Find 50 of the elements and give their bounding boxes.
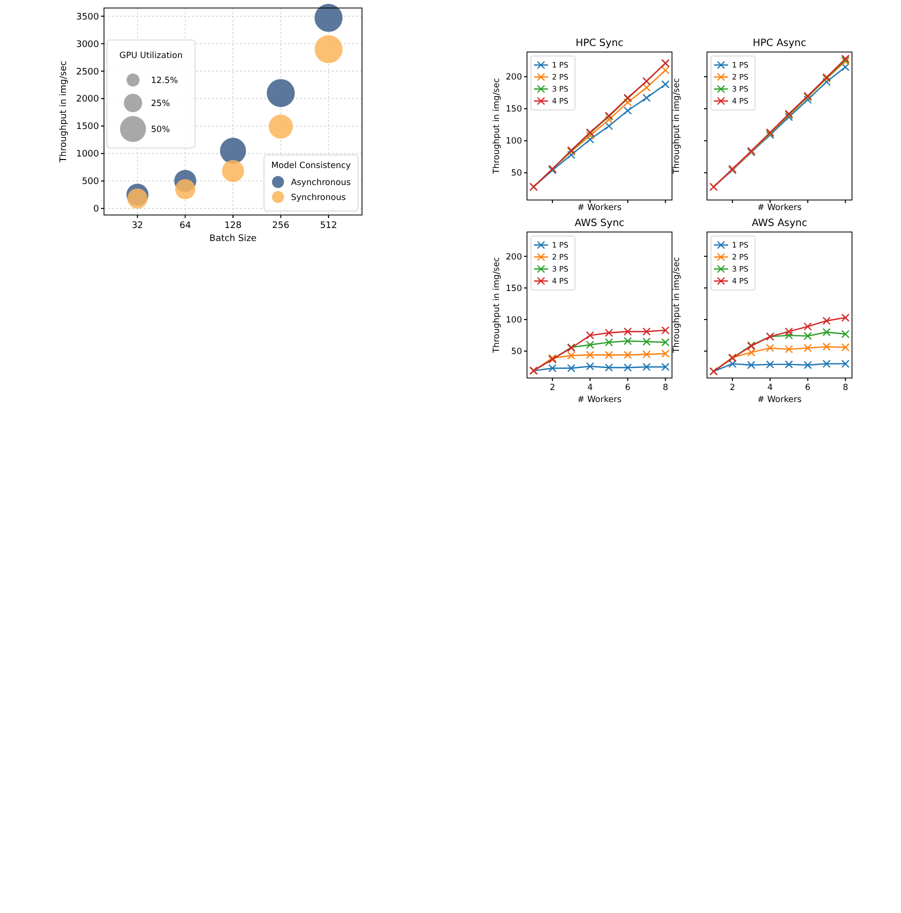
y-tick-label: 1500 bbox=[76, 122, 100, 132]
annotation: GPU Utilization bbox=[119, 51, 183, 61]
x-axis-title: # Workers bbox=[577, 395, 622, 405]
y-axis-title: Throughput in img/sec bbox=[492, 256, 502, 354]
x-tick-label: 512 bbox=[320, 221, 338, 231]
chart-title: AWS Async bbox=[752, 218, 808, 229]
legend-label: Asynchronous bbox=[291, 178, 352, 188]
y-axis-title: Throughput in img/sec bbox=[672, 78, 682, 175]
y-tick-label: 2500 bbox=[76, 67, 100, 78]
y-axis-title: Throughput in img/sec bbox=[672, 256, 682, 354]
x-axis-title: # Workers bbox=[757, 203, 802, 213]
x-axis-title: Batch Size bbox=[209, 234, 258, 244]
x-tick-label: 64 bbox=[179, 221, 192, 231]
x-tick-label: 256 bbox=[272, 221, 290, 231]
x-tick-label: 128 bbox=[224, 221, 242, 231]
x-tick-label: 8 bbox=[662, 383, 668, 393]
y-tick-label: 50 bbox=[511, 168, 522, 179]
y-axis-title: Throughput in img/sec bbox=[59, 60, 69, 164]
y-tick-label: 3000 bbox=[76, 40, 100, 50]
legend-label: Synchronous bbox=[291, 192, 346, 203]
x-tick-label: 8 bbox=[842, 383, 848, 393]
y-tick-label: 150 bbox=[506, 284, 522, 294]
legend-label: 25% bbox=[151, 98, 170, 109]
x-tick-label: 2 bbox=[730, 383, 736, 393]
x-tick-label: 6 bbox=[625, 383, 630, 393]
x-tick-label: 32 bbox=[132, 221, 144, 231]
y-tick-label: 0 bbox=[93, 204, 100, 215]
legend-title: Model Consistency bbox=[271, 161, 351, 171]
x-tick-label: 4 bbox=[767, 383, 773, 393]
y-tick-label: 200 bbox=[506, 72, 522, 83]
y-tick-label: 150 bbox=[506, 104, 522, 115]
y-tick-label: 3500 bbox=[76, 12, 100, 22]
chart-title: AWS Sync bbox=[574, 218, 624, 229]
x-axis-title: # Workers bbox=[577, 203, 622, 213]
y-tick-label: 200 bbox=[506, 252, 522, 262]
y-axis-title: Throughput in img/sec bbox=[492, 78, 502, 175]
y-tick-label: 100 bbox=[506, 316, 522, 326]
x-tick-label: 4 bbox=[587, 383, 593, 393]
legend-label: 50% bbox=[151, 124, 170, 135]
legend-label: 12.5% bbox=[151, 76, 178, 86]
y-tick-label: 500 bbox=[82, 177, 100, 188]
chart-title: HPC Async bbox=[752, 38, 806, 49]
y-tick-label: 100 bbox=[506, 136, 522, 147]
x-tick-label: 6 bbox=[805, 383, 810, 393]
y-tick-label: 1000 bbox=[76, 150, 100, 160]
chart-title: HPC Sync bbox=[576, 38, 624, 49]
x-tick-label: 2 bbox=[550, 383, 556, 393]
y-tick-label: 2000 bbox=[76, 94, 100, 105]
x-axis-title: # Workers bbox=[757, 395, 802, 405]
y-tick-label: 50 bbox=[511, 347, 522, 358]
